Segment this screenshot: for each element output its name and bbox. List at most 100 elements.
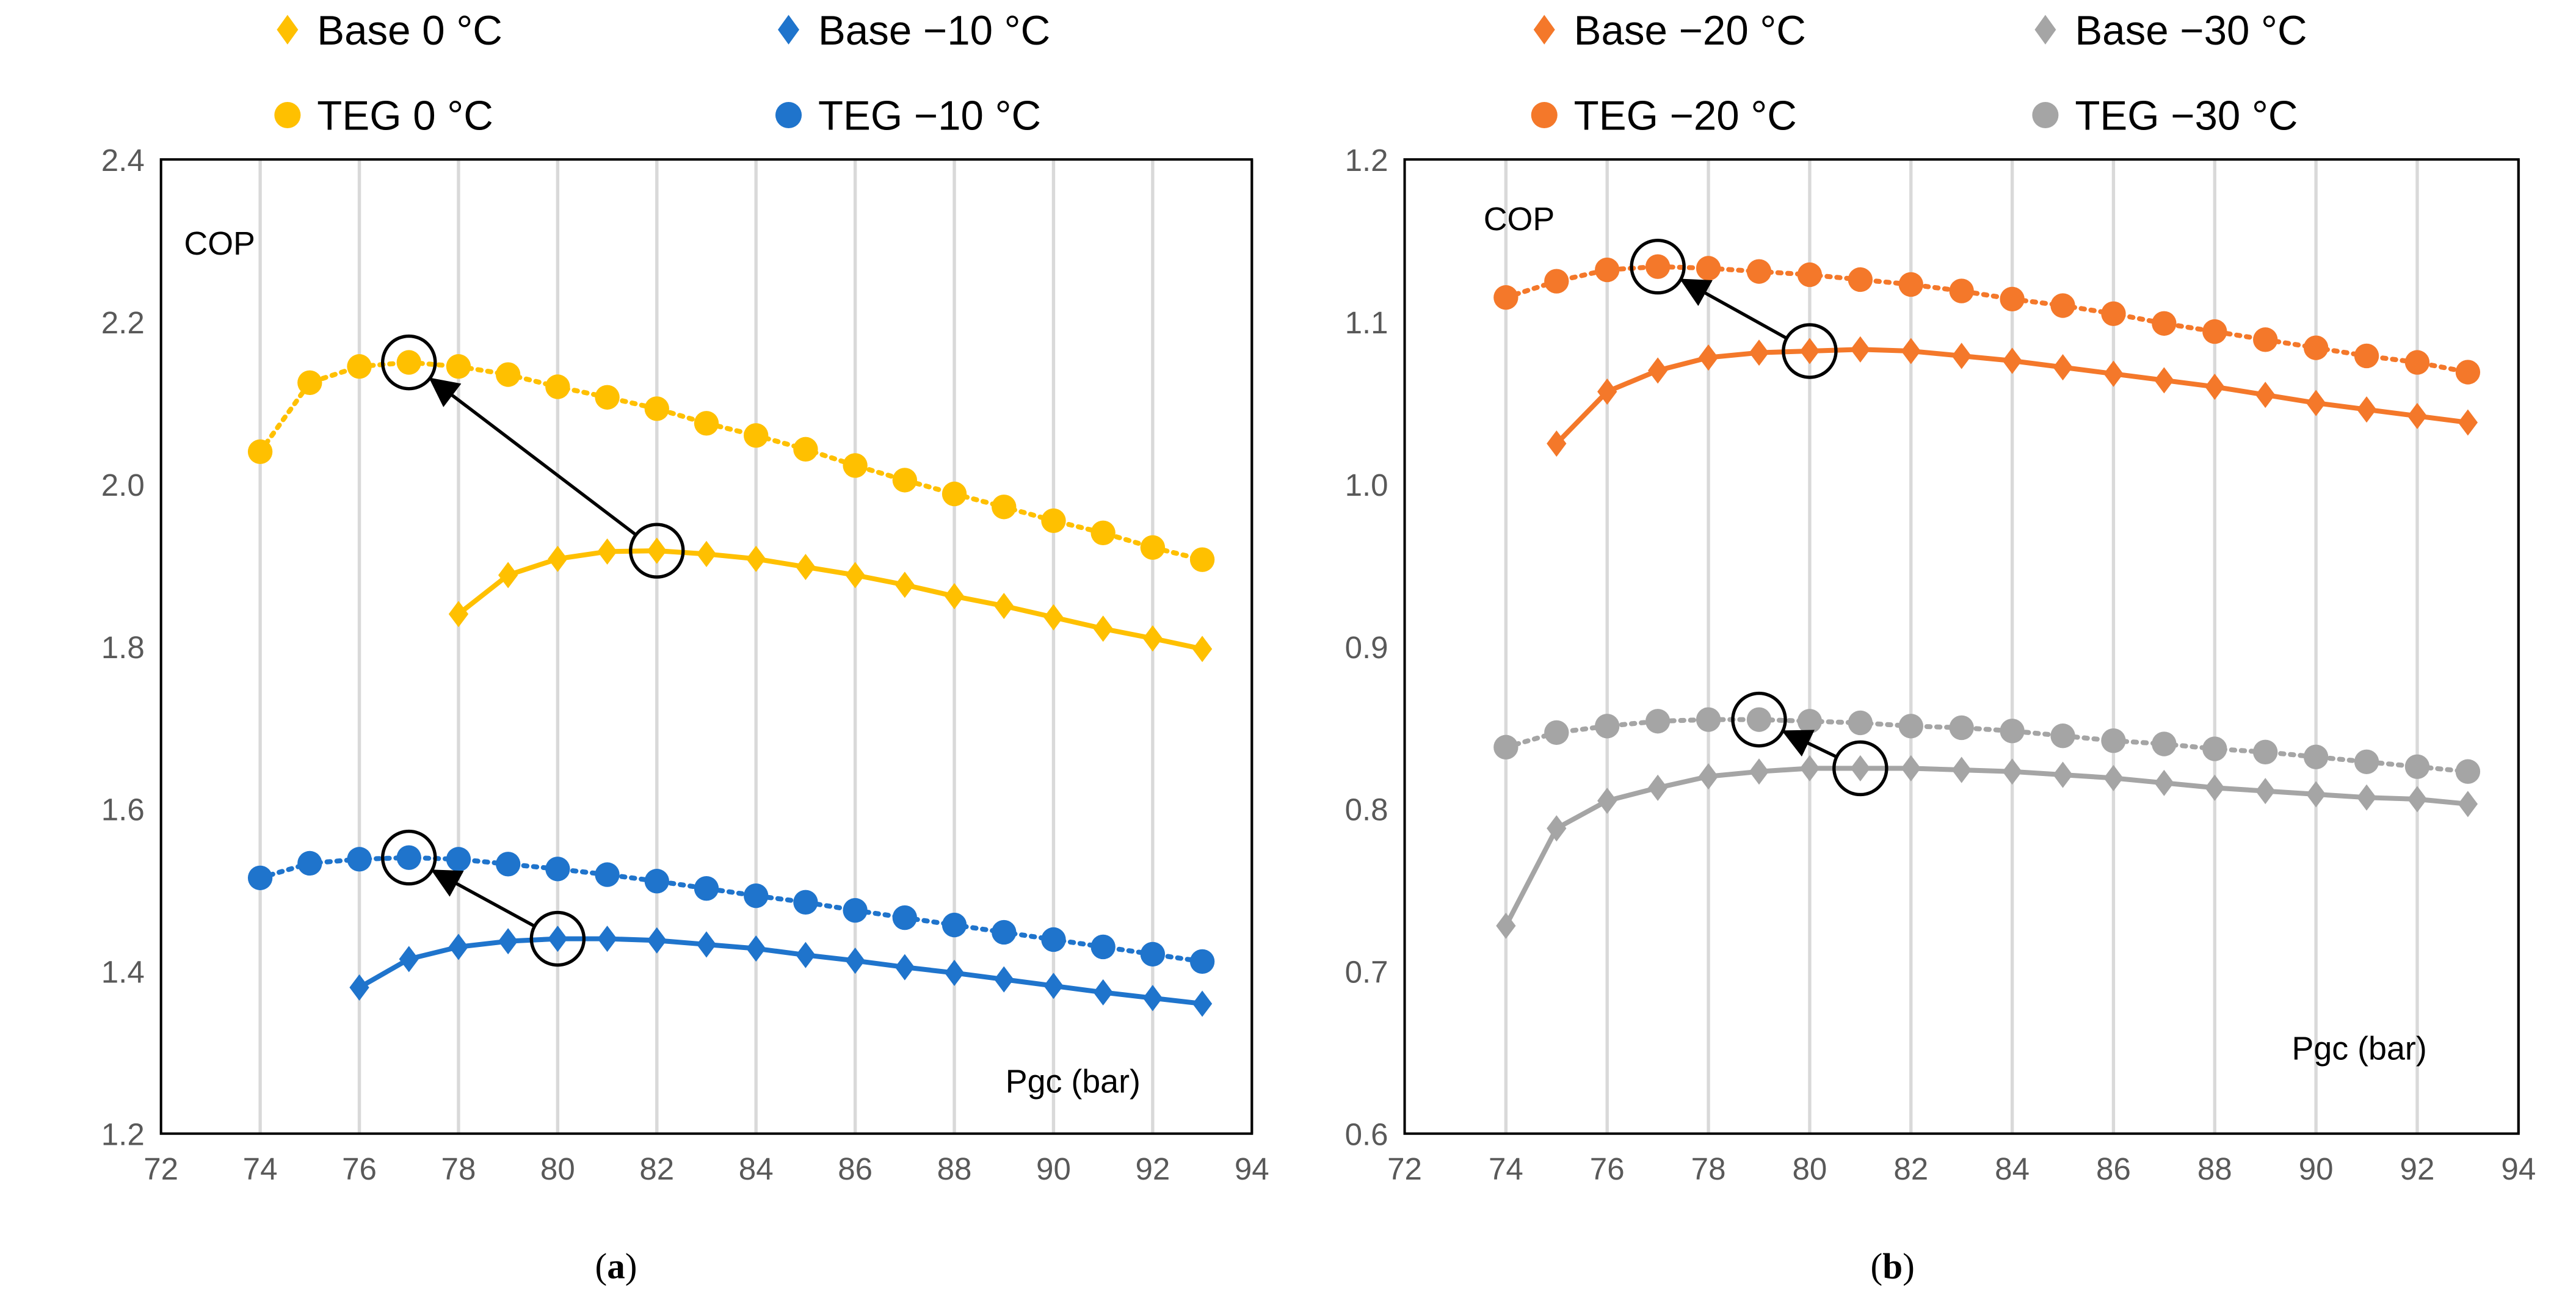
legend-item: Base 0 °C xyxy=(277,8,503,54)
data-point xyxy=(944,959,965,987)
x-axis-label: Pgc (bar) xyxy=(1006,1063,1141,1100)
data-point xyxy=(1493,734,1518,760)
data-point xyxy=(2455,759,2481,784)
data-point xyxy=(1797,262,1823,288)
data-point xyxy=(349,974,369,1001)
data-point xyxy=(1746,259,1772,284)
data-point xyxy=(247,439,273,465)
x-tick-label: 94 xyxy=(1235,1151,1269,1186)
y-axis-label: COP xyxy=(184,225,255,262)
data-point xyxy=(796,941,816,968)
data-point xyxy=(744,883,769,908)
data-point xyxy=(1951,343,1972,369)
data-point xyxy=(1043,604,1064,631)
data-point xyxy=(2154,769,2174,796)
plot-frame xyxy=(159,158,1254,1135)
data-point xyxy=(1901,755,1921,781)
highlight-circle xyxy=(529,910,586,967)
legend-circle-icon xyxy=(775,102,802,129)
panel-caption: (b) xyxy=(1870,1246,1914,1286)
series-base-20-c xyxy=(1547,336,2478,457)
data-point xyxy=(1140,535,1166,560)
x-tick-label: 74 xyxy=(243,1151,278,1186)
legend-circle-icon xyxy=(1531,102,1558,129)
data-point xyxy=(2101,301,2126,326)
data-point xyxy=(843,453,868,478)
data-point xyxy=(1041,927,1066,952)
legend-label: Base −10 °C xyxy=(818,8,1050,54)
data-point xyxy=(1850,755,1870,781)
x-tick-label: 72 xyxy=(1387,1151,1422,1186)
x-tick-label: 80 xyxy=(540,1151,575,1186)
data-point xyxy=(297,850,322,876)
data-point xyxy=(2050,723,2075,749)
highlight-circle xyxy=(380,829,437,886)
data-point xyxy=(545,374,570,399)
y-tick-label: 0.9 xyxy=(1345,630,1388,665)
trendline xyxy=(357,936,1205,1007)
data-point xyxy=(746,935,766,962)
data-point xyxy=(696,540,717,567)
data-point xyxy=(2404,754,2430,779)
data-point xyxy=(1597,788,1617,814)
data-point xyxy=(1645,709,1671,734)
data-point xyxy=(1648,774,1668,801)
data-point xyxy=(347,847,372,872)
data-point xyxy=(1797,709,1823,734)
data-point xyxy=(1043,973,1064,999)
data-point xyxy=(1142,625,1163,652)
legend-diamond-icon xyxy=(2034,15,2056,45)
panel-caption: (a) xyxy=(595,1246,637,1286)
data-point xyxy=(1544,269,1569,294)
data-point xyxy=(448,601,469,628)
x-tick-label: 92 xyxy=(1135,1151,1170,1186)
legend-item: TEG −10 °C xyxy=(775,93,1041,139)
data-point xyxy=(746,545,766,572)
highlight-circle xyxy=(1782,323,1838,379)
y-tick-label: 2.0 xyxy=(101,468,145,502)
data-point xyxy=(793,437,818,462)
data-point xyxy=(1041,508,1066,534)
data-point xyxy=(2253,327,2278,352)
data-point xyxy=(2103,764,2124,791)
data-point xyxy=(2000,286,2025,312)
data-point xyxy=(2255,382,2276,408)
data-point xyxy=(944,583,965,610)
series-teg-10-c xyxy=(247,845,1215,974)
data-point xyxy=(1749,339,1769,366)
data-point xyxy=(396,845,421,870)
data-point xyxy=(597,538,617,565)
data-point xyxy=(2253,739,2278,764)
data-point xyxy=(1090,520,1116,545)
legend-label: Base 0 °C xyxy=(317,8,503,54)
data-point xyxy=(1799,338,1820,364)
y-tick-label: 1.4 xyxy=(101,955,145,990)
data-point xyxy=(1850,336,1870,363)
x-tick-label: 74 xyxy=(1489,1151,1523,1186)
data-point xyxy=(1949,715,1974,741)
data-point xyxy=(2152,731,2177,756)
data-point xyxy=(942,912,967,938)
data-point xyxy=(647,927,667,954)
legend-item: Base −10 °C xyxy=(778,8,1050,54)
plot-frame xyxy=(1403,158,2520,1135)
x-tick-label: 90 xyxy=(1036,1151,1071,1186)
data-point xyxy=(2458,791,2478,818)
data-point xyxy=(2404,350,2430,375)
legend-circle-icon xyxy=(2032,102,2059,129)
data-point xyxy=(2306,781,2326,808)
data-point xyxy=(2053,354,2073,381)
data-point xyxy=(1645,254,1671,279)
data-point xyxy=(1189,949,1215,974)
x-tick-label: 88 xyxy=(937,1151,972,1186)
series-teg-30-c xyxy=(1493,707,2481,784)
y-tick-label: 0.6 xyxy=(1345,1117,1388,1152)
data-point xyxy=(1192,990,1213,1017)
highlight-circle xyxy=(1630,238,1686,295)
panel-letter: b xyxy=(1882,1246,1903,1286)
y-tick-label: 1.8 xyxy=(101,630,145,665)
data-point xyxy=(1595,257,1620,283)
series-teg-0-c xyxy=(247,350,1215,572)
data-point xyxy=(2306,390,2326,416)
data-point xyxy=(446,354,471,379)
